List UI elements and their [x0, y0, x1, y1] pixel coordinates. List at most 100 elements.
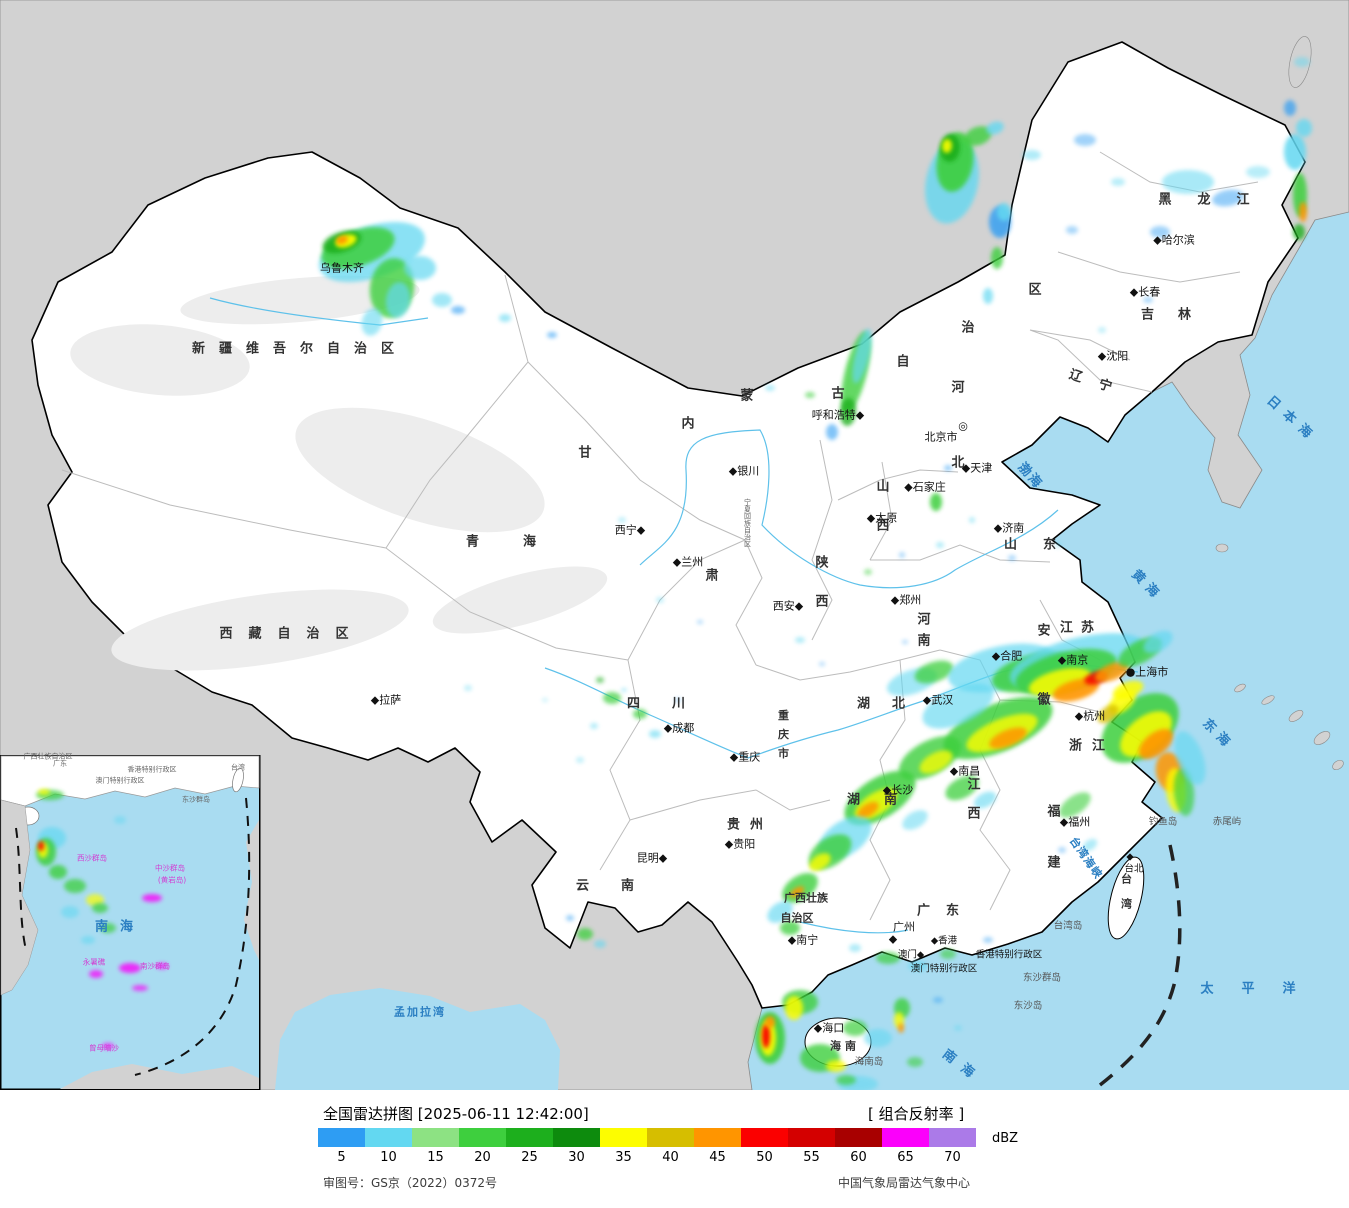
- radar-echo: [936, 542, 944, 548]
- radar-echo: [767, 901, 793, 923]
- radar-echo: [857, 801, 879, 819]
- radar-echo: [1138, 728, 1174, 760]
- colorbar-tick: 65: [897, 1150, 914, 1165]
- radar-echo: [940, 949, 956, 959]
- radar-echo: [499, 314, 511, 322]
- radar-echo: [836, 1075, 856, 1085]
- radar-echo: [61, 906, 79, 918]
- radar-echo: [1294, 57, 1310, 67]
- product-label: [ 组合反射率 ]: [868, 1105, 965, 1123]
- radar-echo: [621, 688, 627, 692]
- inset-radar-echo-layer: [36, 789, 168, 1049]
- colorbar-swatch: [600, 1128, 647, 1147]
- taiwan-island: [1107, 856, 1145, 940]
- radar-echo: [576, 757, 584, 763]
- radar-echo: [1174, 731, 1206, 785]
- radar-echo: [989, 727, 1027, 749]
- radar-echo: [697, 620, 703, 624]
- colorbar-tick: 25: [521, 1150, 538, 1165]
- radar-echo: [649, 730, 661, 738]
- rivers: [209, 297, 1139, 934]
- radar-echo: [805, 392, 815, 398]
- colorbar-tick: 40: [662, 1150, 679, 1165]
- radar-echo: [1058, 847, 1066, 853]
- radar-echo: [852, 328, 872, 384]
- radar-echo: [780, 921, 800, 935]
- radar-echo: [675, 698, 681, 702]
- radar-echo: [542, 698, 548, 702]
- radar-echo: [49, 865, 67, 879]
- colorbar-tick: 30: [568, 1150, 585, 1165]
- radar-echo: [1296, 119, 1312, 137]
- radar-echo: [922, 683, 994, 729]
- radar-echo: [849, 944, 861, 952]
- radar-echo: [986, 121, 1004, 135]
- colorbar-swatch: [412, 1128, 459, 1147]
- colorbar-tick: 15: [427, 1150, 444, 1165]
- colorbar-swatch: [365, 1128, 412, 1147]
- radar-echo: [577, 928, 593, 940]
- radar-echo: [839, 398, 857, 426]
- radar-echo: [876, 952, 900, 964]
- inset-borneo: [60, 1064, 259, 1089]
- radar-echo: [973, 791, 997, 809]
- colorbar-swatch: [459, 1128, 506, 1147]
- radar-echo: [1284, 100, 1296, 116]
- offshore-islands: [1215, 543, 1344, 771]
- radar-echo: [89, 970, 103, 978]
- radar-echo: [1162, 170, 1214, 194]
- colorbar-swatch: [788, 1128, 835, 1147]
- radar-echo: [1023, 150, 1041, 160]
- colorbar-swatch: [741, 1128, 788, 1147]
- colorbar-tick: 55: [803, 1150, 820, 1165]
- radar-echo: [618, 517, 626, 523]
- south-china-sea-inset: [0, 755, 261, 1090]
- radar-echo: [907, 1057, 923, 1067]
- colorbar-swatch: [647, 1128, 694, 1147]
- data-source-credit: 中国气象局雷达气象中心: [838, 1176, 971, 1190]
- radar-echo: [594, 940, 606, 948]
- radar-echo: [603, 692, 621, 704]
- radar-echo: [656, 597, 664, 603]
- reflectivity-colorbar: [318, 1128, 976, 1147]
- radar-echo: [1082, 838, 1098, 852]
- colorbar-swatch: [835, 1128, 882, 1147]
- radar-echo: [983, 288, 993, 304]
- colorbar-tick: 60: [850, 1150, 867, 1165]
- colorbar-tick: 5: [337, 1150, 346, 1165]
- radar-echo: [1059, 792, 1091, 818]
- radar-echo: [1284, 134, 1306, 170]
- radar-echo: [919, 750, 953, 774]
- radar-echo: [843, 1020, 867, 1036]
- colorbar-tick: 50: [756, 1150, 773, 1165]
- radar-echo: [432, 293, 452, 307]
- radar-echo: [464, 685, 472, 691]
- radar-echo: [902, 640, 908, 644]
- radar-echo-layer: [319, 57, 1312, 1090]
- colorbar-tick: 70: [944, 1150, 961, 1165]
- radar-echo: [991, 247, 1003, 269]
- radar-echo: [1212, 189, 1244, 207]
- radar-echo: [590, 723, 598, 729]
- colorbar-swatch: [694, 1128, 741, 1147]
- radar-echo: [38, 789, 50, 795]
- radar-echo: [1098, 327, 1106, 333]
- radar-echo: [142, 894, 162, 902]
- radar-echo: [902, 810, 928, 830]
- radar-echo: [92, 903, 108, 913]
- colorbar-swatch: [506, 1128, 553, 1147]
- radar-echo: [86, 894, 104, 906]
- colorbar-unit: dBZ: [992, 1131, 1019, 1146]
- radar-echo: [547, 332, 557, 338]
- radar-echo: [119, 963, 141, 973]
- radar-echo: [566, 915, 574, 921]
- china-radar-map: 新疆维吾尔自治区 西藏自治区 青海甘肃内蒙古自治区宁夏回族自治区 陕西 山西 河北 山东 河南…: [0, 0, 1349, 1090]
- inset-taiwan: [232, 767, 244, 793]
- radar-echo: [826, 424, 838, 440]
- radar-echo: [404, 256, 436, 280]
- radar-echo: [64, 879, 86, 893]
- radar-echo: [945, 775, 979, 801]
- radar-echo: [1097, 704, 1119, 724]
- legend-panel: 全国雷达拼图 [2025-06-11 12:42:00] [ 组合反射率 ] d…: [0, 1090, 1349, 1208]
